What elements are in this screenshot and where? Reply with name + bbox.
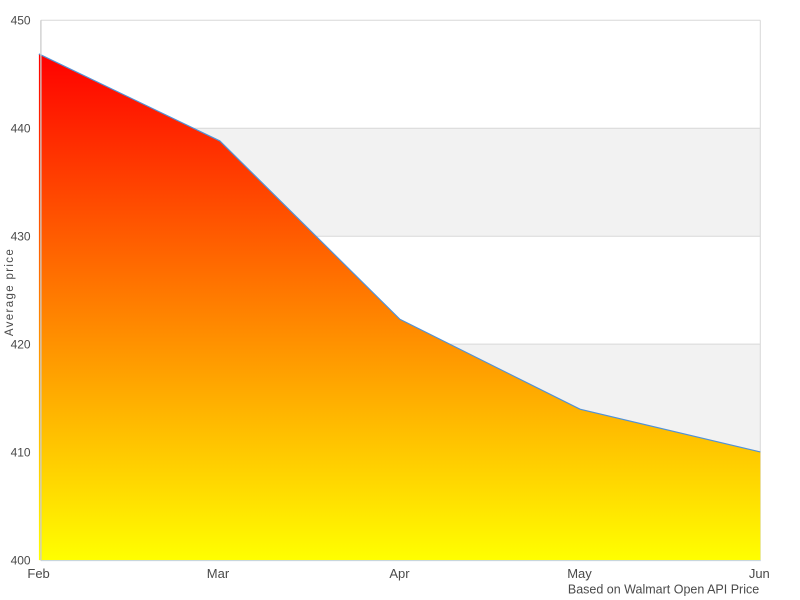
svg-text:May: May bbox=[567, 566, 592, 581]
svg-text:Mar: Mar bbox=[207, 566, 230, 581]
svg-text:420: 420 bbox=[11, 337, 31, 351]
svg-text:430: 430 bbox=[11, 230, 31, 244]
svg-text:Jun: Jun bbox=[749, 566, 770, 581]
svg-text:Average price: Average price bbox=[4, 248, 16, 336]
svg-text:410: 410 bbox=[11, 445, 31, 459]
svg-text:Apr: Apr bbox=[389, 566, 410, 581]
svg-text:440: 440 bbox=[11, 122, 31, 136]
svg-text:Feb: Feb bbox=[27, 566, 49, 581]
svg-text:Based on Walmart Open API Pric: Based on Walmart Open API Price bbox=[568, 583, 759, 597]
svg-text:400: 400 bbox=[11, 553, 31, 567]
svg-text:450: 450 bbox=[11, 14, 31, 28]
